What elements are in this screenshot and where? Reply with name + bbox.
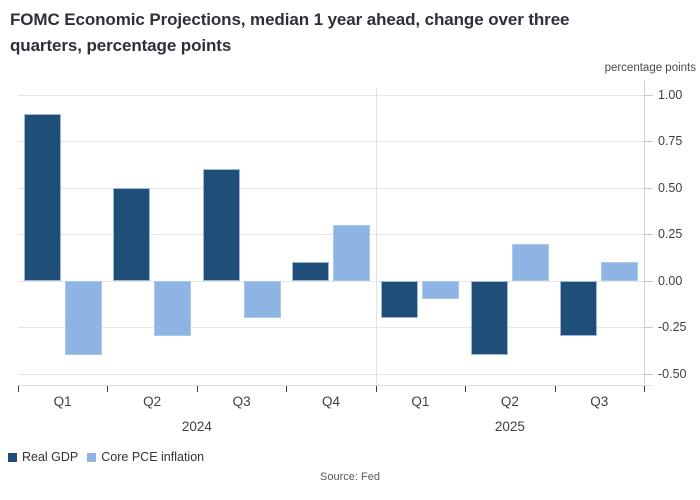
chart-title: FOMC Economic Projections, median 1 year… bbox=[10, 7, 630, 59]
y-axis-unit-label: percentage points bbox=[604, 62, 696, 74]
y-tick-label: 0.25 bbox=[658, 227, 683, 242]
bar-core-pce-inflation-4 bbox=[333, 225, 370, 281]
x-tick-label-q2-2: Q2 bbox=[143, 394, 162, 409]
bar-core-pce-inflation-6 bbox=[511, 243, 549, 281]
bar-core-pce-inflation-3 bbox=[243, 280, 281, 318]
y-axis-tick bbox=[645, 280, 653, 282]
bar-core-pce-inflation-7 bbox=[601, 262, 639, 281]
y-tick-label: -0.50 bbox=[658, 366, 687, 381]
y-axis-tick bbox=[645, 141, 653, 143]
y-axis-line bbox=[644, 80, 645, 385]
x-tick-label-q4-4: Q4 bbox=[321, 394, 340, 409]
legend-label: Core PCE inflation bbox=[101, 450, 205, 464]
legend-swatch-core-pce-inflation bbox=[87, 452, 97, 462]
legend-item-real-gdp: Real GDP bbox=[8, 450, 78, 464]
x-axis-tick bbox=[644, 386, 645, 392]
y-axis-tick bbox=[645, 327, 653, 329]
year-separator-line bbox=[375, 88, 377, 385]
bar-real-gdp-3 bbox=[202, 169, 240, 281]
bar-core-pce-inflation-5 bbox=[422, 280, 460, 300]
bar-real-gdp-5 bbox=[381, 280, 419, 318]
y-tick-label: 0.75 bbox=[658, 134, 683, 149]
source-note: Source: Fed bbox=[320, 471, 380, 483]
legend-item-core-pce-inflation: Core PCE inflation bbox=[87, 450, 204, 464]
x-axis-tick bbox=[375, 386, 377, 392]
gridline bbox=[18, 280, 644, 282]
legend-swatch-real-gdp bbox=[8, 452, 17, 462]
x-tick-label-q3-7: Q3 bbox=[590, 394, 609, 409]
x-axis-tick bbox=[107, 386, 109, 392]
x-tick-label-q3-3: Q3 bbox=[232, 394, 251, 409]
x-axis-line bbox=[18, 385, 652, 386]
y-tick-label: 0.50 bbox=[658, 180, 683, 195]
gridline bbox=[18, 95, 644, 96]
y-axis-tick bbox=[645, 95, 653, 96]
bar-core-pce-inflation-2 bbox=[154, 280, 192, 337]
y-tick-label: -0.25 bbox=[658, 320, 687, 335]
year-label-2025: 2025 bbox=[494, 419, 525, 434]
x-tick-label-q1-1: Q1 bbox=[53, 394, 72, 409]
bar-real-gdp-4 bbox=[292, 262, 329, 281]
gridline bbox=[18, 327, 644, 329]
y-axis-tick bbox=[645, 187, 653, 189]
y-axis-tick bbox=[645, 234, 653, 236]
x-axis-tick bbox=[554, 386, 556, 392]
chart-title-line2: quarters, percentage points bbox=[10, 36, 232, 55]
gridline bbox=[18, 141, 644, 143]
bar-real-gdp-7 bbox=[560, 280, 598, 337]
bar-real-gdp-2 bbox=[113, 187, 151, 281]
y-tick-label: 1.00 bbox=[658, 88, 683, 102]
bar-real-gdp-6 bbox=[470, 280, 508, 355]
y-tick-label: 0.00 bbox=[658, 273, 683, 288]
gridline bbox=[18, 373, 644, 375]
legend-label: Real GDP bbox=[22, 450, 79, 464]
gridline bbox=[18, 187, 644, 189]
x-axis-tick bbox=[196, 386, 198, 392]
x-axis-tick bbox=[465, 386, 467, 392]
x-axis-tick bbox=[286, 386, 288, 392]
x-tick-label-q1-5: Q1 bbox=[411, 394, 430, 409]
bar-core-pce-inflation-1 bbox=[64, 280, 102, 355]
chart-title-line1: FOMC Economic Projections, median 1 year… bbox=[10, 10, 570, 29]
x-tick-label-q2-6: Q2 bbox=[500, 394, 519, 409]
bar-real-gdp-1 bbox=[23, 113, 61, 281]
y-axis-tick bbox=[645, 373, 653, 375]
legend: Real GDP Core PCE inflation bbox=[8, 450, 204, 464]
gridline bbox=[18, 234, 644, 236]
year-label-2024: 2024 bbox=[181, 419, 212, 434]
x-axis-tick bbox=[18, 386, 19, 392]
